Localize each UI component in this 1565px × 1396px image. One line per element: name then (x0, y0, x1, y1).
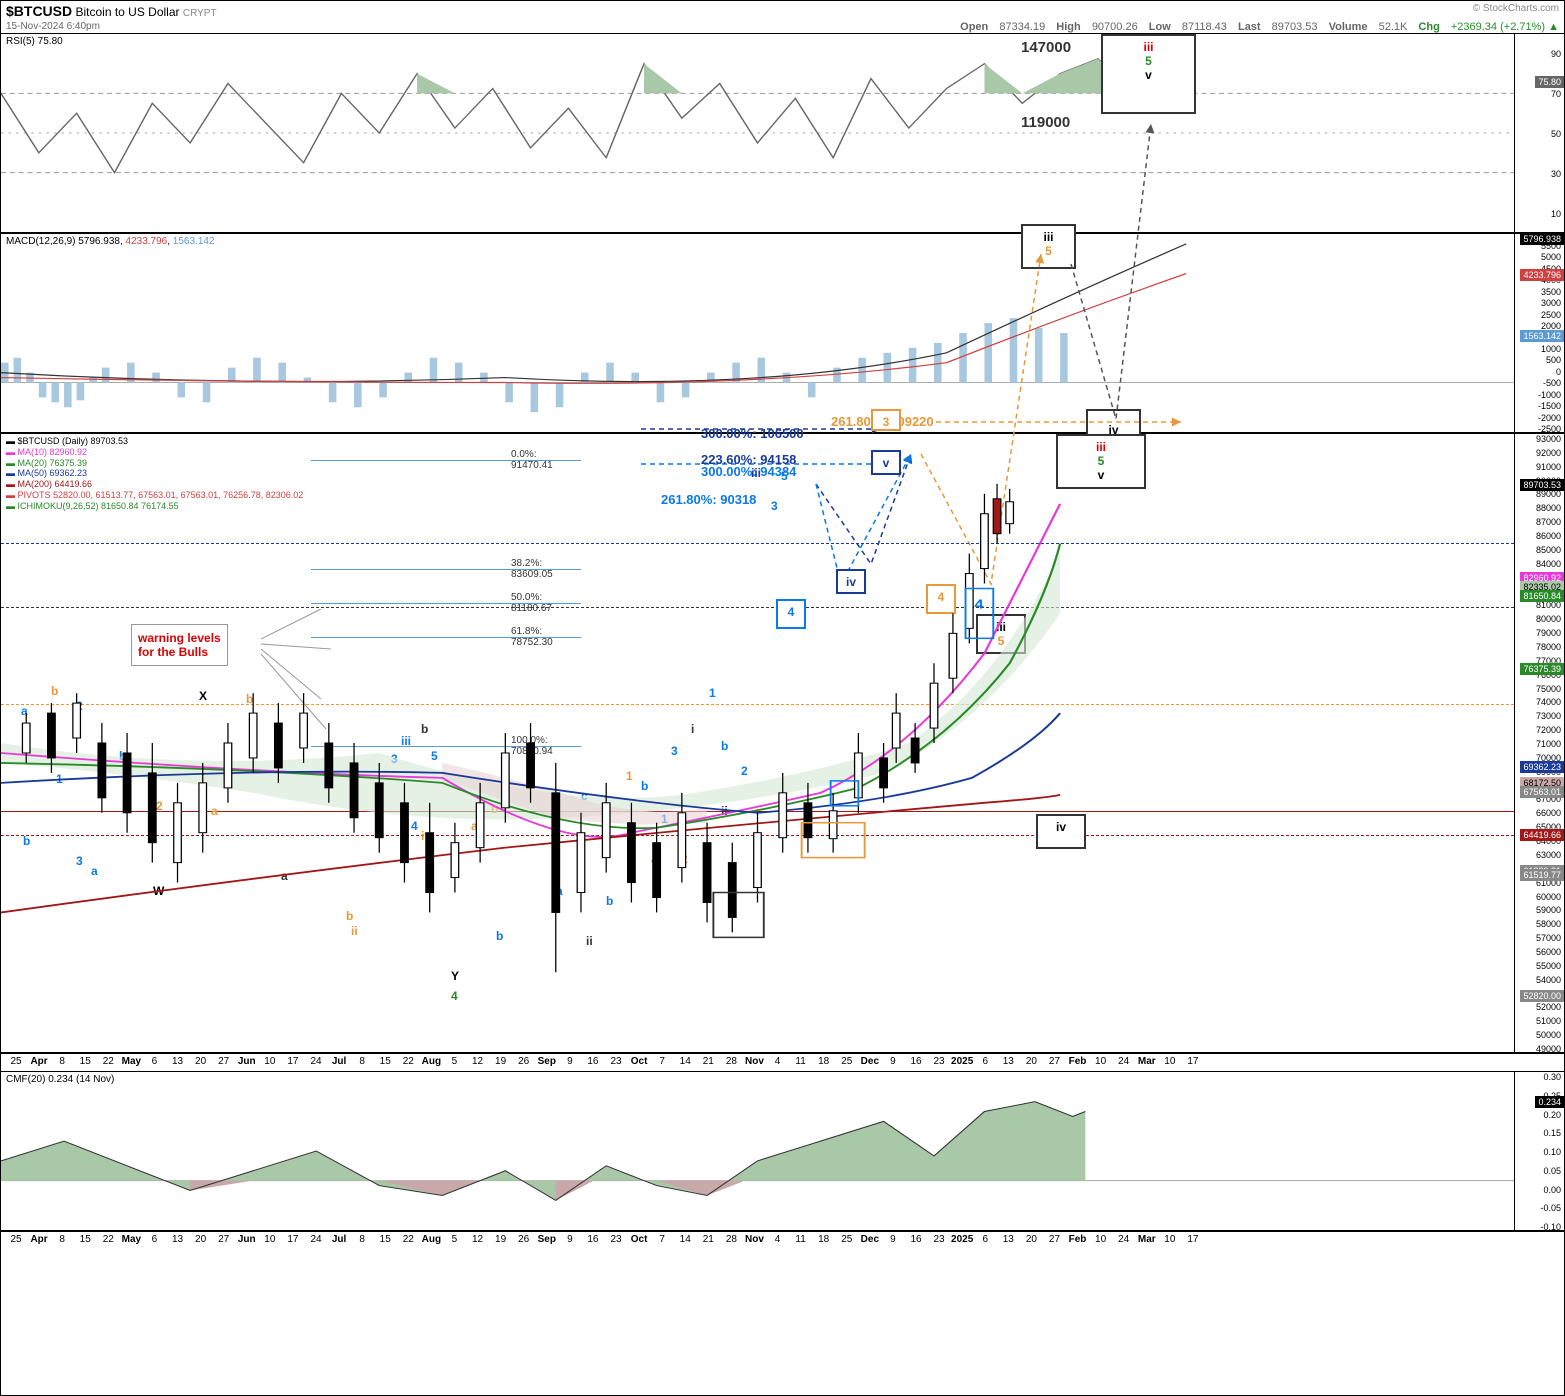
cmf-label: CMF(20) 0.234 (14 Nov) (6, 1074, 114, 1085)
macd-label: MACD(12,26,9) 5796.938, 4233.796, 1563.1… (6, 236, 215, 247)
svg-text:4: 4 (974, 598, 984, 612)
chart-datetime: 15-Nov-2024 6:40pm (6, 21, 100, 33)
ticker-title: $BTCUSD Bitcoin to US Dollar CRYPT (6, 3, 217, 19)
macd-yaxis: -2500-2000-1500-1000-5000500100015002000… (1514, 234, 1564, 432)
cmf-plot (1, 1072, 1514, 1230)
stockchart-container: $BTCUSD Bitcoin to US Dollar CRYPT © Sto… (0, 0, 1565, 1396)
low-label: Low 87118.43 (1149, 21, 1227, 33)
price-plot: 4 (1, 434, 1514, 1052)
macd-plot (1, 234, 1514, 432)
rsi-panel[interactable]: RSI(5) 75.80 103050709075.80 (1, 33, 1564, 233)
ohlc-row: Open 87334.19 High 90700.26 Low 87118.43… (952, 21, 1559, 33)
chart-subheader: 15-Nov-2024 6:40pm Open 87334.19 High 90… (1, 21, 1564, 33)
rsi-yaxis: 103050709075.80 (1514, 34, 1564, 232)
high-label: High 90700.26 (1056, 21, 1137, 33)
target-box-iii-5: iii5 (1021, 224, 1076, 269)
macd-panel[interactable]: MACD(12,26,9) 5796.938, 4233.796, 1563.1… (1, 233, 1564, 433)
cmf-panel[interactable]: CMF(20) 0.234 (14 Nov) -0.10-0.050.000.0… (1, 1071, 1564, 1231)
chg-label: Chg +2369.34 (+2.71%) ▲ (1418, 21, 1559, 33)
chart-header: $BTCUSD Bitcoin to US Dollar CRYPT © Sto… (1, 1, 1564, 21)
ticker-name: Bitcoin to US Dollar (75, 5, 179, 19)
ticker-symbol: $BTCUSD (6, 3, 72, 19)
x-axis-bottom: 25Apr81522May6132027Jun101724Jul81522Aug… (1, 1231, 1564, 1249)
target-box-iii-5-v: iii5v (1101, 34, 1196, 114)
price-panel[interactable]: 147000 119000 iii5v iii5 iv (1, 433, 1564, 1053)
x-axis-mid: 25Apr81522May6132027Jun101724Jul81522Aug… (1, 1053, 1564, 1071)
open-label: Open 87334.19 (960, 21, 1045, 33)
source-label: © StockCharts.com (1473, 3, 1559, 19)
rsi-label: RSI(5) 75.80 (6, 36, 63, 47)
cmf-yaxis: -0.10-0.050.000.050.100.150.200.250.300.… (1514, 1072, 1564, 1230)
target-147000: 147000 (1021, 39, 1071, 56)
rsi-plot (1, 34, 1514, 232)
last-label: Last 89703.53 (1238, 21, 1318, 33)
price-yaxis: 4900050000510005200053000540005500056000… (1514, 434, 1564, 1052)
volume-label: Volume 52.1K (1329, 21, 1408, 33)
ticker-exchange: CRYPT (183, 8, 217, 19)
target-119000: 119000 (1021, 114, 1070, 131)
